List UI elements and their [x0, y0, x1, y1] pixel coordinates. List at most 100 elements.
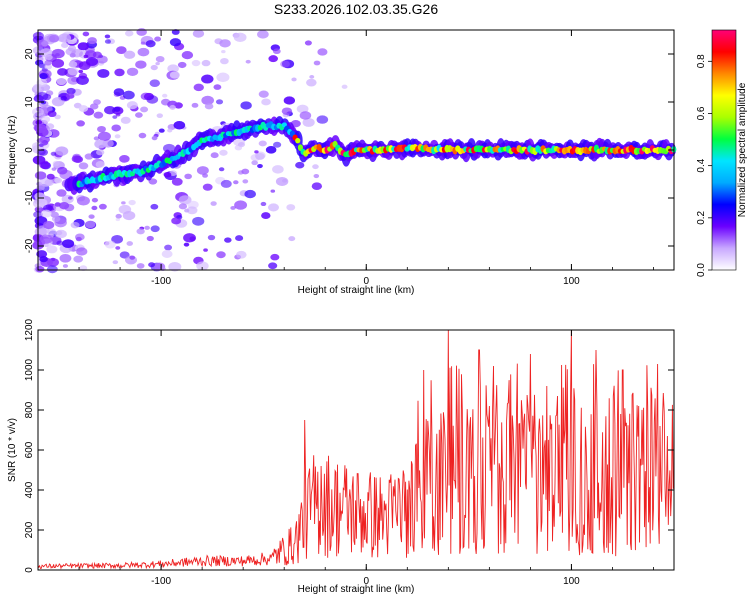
spectrogram-noise-blob [313, 174, 320, 179]
spectrogram-noise-blob [67, 40, 73, 45]
spectrogram-noise-blob [112, 115, 118, 119]
spectrogram-noise-blob [36, 250, 48, 259]
spectrogram-noise-blob [111, 235, 124, 244]
spectrogram-noise-blob [317, 48, 328, 56]
spectrogram-noise-blob [304, 40, 312, 46]
spectrogram-noise-blob [169, 71, 180, 79]
spectrogram-noise-blob [219, 39, 231, 48]
spectrogram-noise-blob [150, 64, 158, 71]
spectrogram-noise-blob [46, 228, 57, 236]
spectrogram-noise-blob [121, 201, 126, 205]
spectrogram-noise-blob [254, 150, 259, 154]
spectrogram-noise-blob [168, 262, 182, 272]
spectrogram-noise-blob [75, 236, 82, 242]
spectrogram-noise-blob [196, 166, 209, 175]
spectrogram-noise-blob [311, 182, 323, 190]
spectrogram-noise-blob [230, 206, 236, 210]
spectrogram-noise-blob [341, 84, 348, 89]
spectrogram-noise-blob [54, 177, 62, 184]
spectrogram-noise-blob [210, 152, 219, 159]
spectrogram-noise-blob [85, 220, 96, 229]
spectrogram-noise-blob [104, 39, 112, 44]
spectrogram-noise-blob [136, 263, 145, 269]
spectrogram-noise-blob [59, 169, 73, 180]
spectrogram-noise-blob [178, 203, 188, 210]
spectrogram-noise-blob [138, 132, 147, 139]
spectrogram-noise-blob [67, 67, 79, 76]
spectrogram-noise-blob [97, 68, 110, 78]
spectrogram-noise-blob [94, 139, 107, 149]
spectrogram-noise-blob [215, 99, 224, 105]
spectrogram-noise-blob [201, 59, 211, 67]
spectrogram-noise-blob [35, 119, 43, 125]
spectrogram-noise-blob [258, 90, 269, 98]
spectrogram-noise-blob [207, 234, 216, 241]
spectrogram-noise-blob [78, 61, 91, 71]
spectrogram-noise-blob [171, 217, 182, 225]
spectrogram-noise-blob [149, 79, 161, 87]
spectrogram-noise-blob [67, 45, 77, 52]
colorbar-label: Normalized spectral amplitude [737, 82, 748, 217]
spectrogram-noise-blob [67, 76, 80, 85]
spectrogram-noise-blob [39, 161, 50, 170]
colorbar-ticks: 0.0 0.2 0.4 0.6 0.8 [696, 54, 712, 277]
spectrogram-noise-blob [78, 105, 89, 112]
spectrogram-noise-blob [76, 247, 88, 256]
spectrogram-noise-blob [38, 143, 44, 148]
spectrogram-y-tick-label: 20 [24, 48, 35, 60]
spectrogram-noise-blob [46, 245, 58, 254]
spectrogram-noise-blob [245, 59, 251, 64]
spectrogram-noise-blob [59, 201, 70, 210]
spectrogram-noise-blob [95, 161, 106, 168]
spectrogram-noise-blob [40, 116, 51, 123]
spectrogram-y-tick-label: 10 [24, 96, 35, 108]
spectrogram-noise-blob [34, 192, 46, 201]
spectrogram-noise-blob [40, 209, 52, 218]
spectrogram-y-ticks: -20 -10 0 10 20 [24, 48, 674, 253]
spectrogram-noise-blob [234, 200, 248, 210]
spectrogram-noise-blob [251, 160, 258, 166]
spectrogram-noise-blob [68, 61, 78, 68]
spectrogram-noise-blob [89, 103, 99, 110]
spectrogram-noise-blob [46, 265, 58, 274]
spectrogram-noise-blob [161, 250, 173, 258]
spectrogram-noise-blob [113, 88, 125, 96]
colorbar-tick-label: 0.2 [696, 210, 707, 224]
spectrogram-x-label: Height of straight line (km) [298, 285, 415, 296]
spectrogram-noise-blob [286, 204, 296, 211]
snr-y-tick-label: 600 [24, 441, 35, 458]
spectrogram-noise-blob [204, 103, 214, 110]
colorbar-tick-label: 0.0 [696, 263, 707, 277]
spectrogram-noise-blob [115, 246, 121, 250]
spectrogram-noise-blob [125, 30, 134, 37]
spectrogram-noise-blob [242, 179, 249, 184]
spectrogram-noise-blob [93, 111, 104, 119]
spectrogram-noise-blob [115, 213, 122, 219]
spectrogram-noise-blob [291, 77, 297, 82]
spectrogram-noise-blob [58, 33, 72, 43]
spectrogram-noise-blob [88, 214, 95, 219]
spectrogram-noise-blob [55, 229, 67, 239]
spectrogram-noise-blob [44, 60, 52, 66]
spectrogram-noise-blob [216, 72, 230, 83]
spectrogram-noise-blob [151, 136, 158, 141]
spectrogram-noise-blob [66, 87, 76, 95]
spectrogram-noise-blob [54, 114, 61, 120]
spectrogram-noise-blob [265, 145, 277, 154]
snr-x-label: Height of straight line (km) [298, 584, 415, 595]
spectrogram-noise-blob [56, 78, 67, 86]
spectrogram-noise-blob [221, 50, 226, 54]
spectrogram-noise-blob [254, 151, 266, 160]
spectrogram-noise-blob [233, 32, 247, 43]
spectrogram-noise-blob [36, 184, 45, 191]
spectrogram-noise-blob [51, 167, 57, 171]
spectrogram-noise-blob [146, 235, 154, 242]
spectrogram-noise-blob [235, 250, 247, 259]
spectrogram-noise-blob [71, 48, 83, 58]
spectrogram-noise-blob [47, 110, 57, 118]
spectrogram-noise-blob [201, 74, 214, 84]
spectrogram-noise-blob [78, 72, 88, 79]
spectrogram-noise-blob [220, 179, 232, 188]
spectrogram-noise-blob [77, 42, 89, 51]
